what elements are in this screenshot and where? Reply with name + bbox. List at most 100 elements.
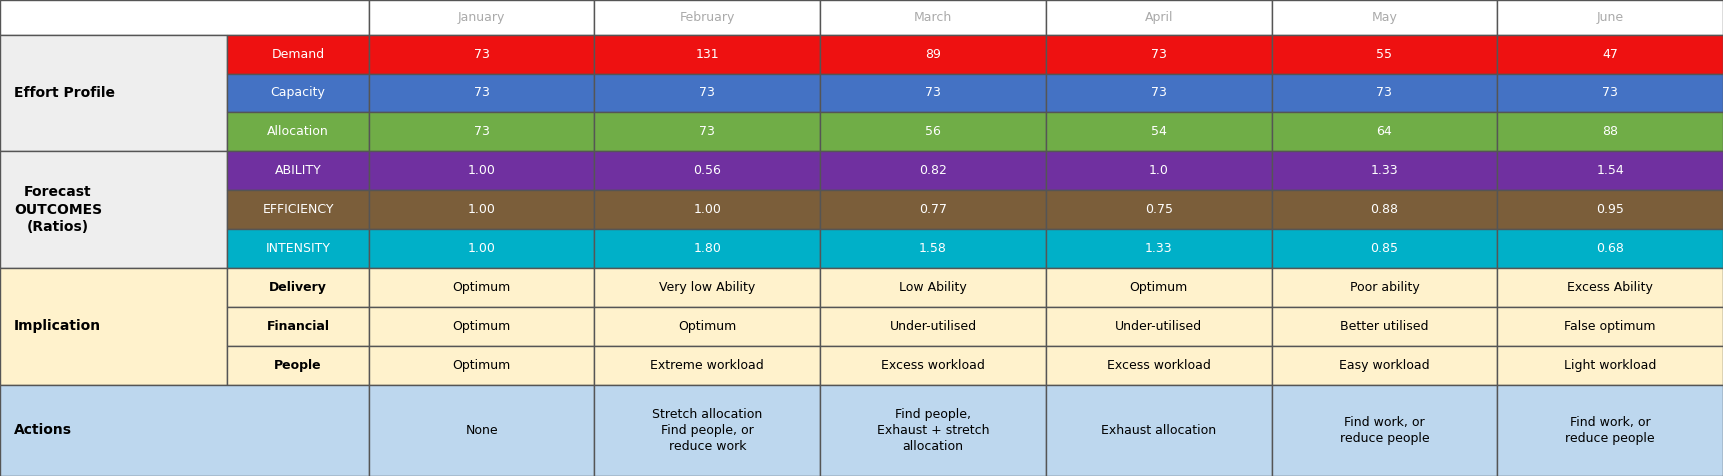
Text: 73: 73: [474, 87, 489, 99]
Bar: [1272, 346, 1497, 385]
Text: Find work, or
reduce people: Find work, or reduce people: [1339, 416, 1430, 445]
Bar: [227, 307, 369, 346]
Bar: [1272, 190, 1497, 229]
Text: Allocation: Allocation: [267, 125, 329, 139]
Text: Optimum: Optimum: [679, 320, 736, 333]
Bar: [369, 229, 594, 268]
Bar: [0, 268, 227, 385]
Text: Actions: Actions: [14, 423, 72, 437]
Text: ABILITY: ABILITY: [274, 164, 322, 177]
Bar: [369, 112, 594, 151]
Bar: [1272, 0, 1497, 35]
Text: April: April: [1144, 11, 1173, 24]
Bar: [820, 229, 1046, 268]
Text: 73: 73: [700, 125, 715, 139]
Bar: [820, 346, 1046, 385]
Bar: [1272, 307, 1497, 346]
Text: 73: 73: [1377, 87, 1392, 99]
Bar: [369, 151, 594, 190]
Text: 56: 56: [925, 125, 941, 139]
Bar: [1046, 307, 1272, 346]
Text: Exhaust allocation: Exhaust allocation: [1101, 424, 1216, 437]
Bar: [1046, 385, 1272, 476]
Bar: [1497, 190, 1723, 229]
Bar: [1046, 35, 1272, 74]
Text: Stretch allocation
Find people, or
reduce work: Stretch allocation Find people, or reduc…: [653, 408, 762, 453]
Bar: [1046, 190, 1272, 229]
Text: Easy workload: Easy workload: [1339, 358, 1430, 372]
Text: 73: 73: [1602, 87, 1618, 99]
Text: 73: 73: [1151, 48, 1166, 60]
Text: INTENSITY: INTENSITY: [265, 242, 331, 255]
Text: None: None: [465, 424, 498, 437]
Bar: [594, 385, 820, 476]
Bar: [1046, 151, 1272, 190]
Bar: [594, 0, 820, 35]
Text: Financial: Financial: [267, 320, 329, 333]
Bar: [369, 385, 594, 476]
Text: EFFICIENCY: EFFICIENCY: [262, 203, 334, 216]
Bar: [1497, 112, 1723, 151]
Text: 131: 131: [696, 48, 718, 60]
Bar: [1497, 229, 1723, 268]
Bar: [227, 268, 369, 307]
Bar: [227, 35, 369, 74]
Text: 0.85: 0.85: [1370, 242, 1399, 255]
Text: 1.00: 1.00: [693, 203, 722, 216]
Text: 0.77: 0.77: [918, 203, 948, 216]
Text: Delivery: Delivery: [269, 281, 327, 294]
Bar: [0, 0, 369, 35]
Text: 1.33: 1.33: [1370, 164, 1399, 177]
Bar: [1272, 112, 1497, 151]
Text: Implication: Implication: [14, 319, 102, 333]
Text: Excess workload: Excess workload: [880, 358, 986, 372]
Bar: [369, 190, 594, 229]
Bar: [1497, 268, 1723, 307]
Text: February: February: [679, 11, 736, 24]
Bar: [1272, 229, 1497, 268]
Bar: [1046, 346, 1272, 385]
Text: 0.75: 0.75: [1144, 203, 1173, 216]
Text: 0.56: 0.56: [693, 164, 722, 177]
Text: 1.80: 1.80: [693, 242, 722, 255]
Text: 0.82: 0.82: [918, 164, 948, 177]
Bar: [1497, 385, 1723, 476]
Bar: [594, 346, 820, 385]
Bar: [1046, 74, 1272, 112]
Text: False optimum: False optimum: [1564, 320, 1656, 333]
Bar: [369, 35, 594, 74]
Bar: [1497, 0, 1723, 35]
Bar: [1497, 74, 1723, 112]
Bar: [227, 151, 369, 190]
Text: Find people,
Exhaust + stretch
allocation: Find people, Exhaust + stretch allocatio…: [877, 408, 989, 453]
Bar: [594, 229, 820, 268]
Bar: [1497, 346, 1723, 385]
Text: Optimum: Optimum: [453, 320, 510, 333]
Text: 73: 73: [700, 87, 715, 99]
Text: Capacity: Capacity: [271, 87, 326, 99]
Bar: [1046, 229, 1272, 268]
Bar: [227, 190, 369, 229]
Bar: [820, 385, 1046, 476]
Text: March: March: [913, 11, 953, 24]
Text: 1.00: 1.00: [467, 242, 496, 255]
Text: 88: 88: [1602, 125, 1618, 139]
Text: 73: 73: [474, 48, 489, 60]
Bar: [1272, 74, 1497, 112]
Bar: [594, 151, 820, 190]
Text: Light workload: Light workload: [1564, 358, 1656, 372]
Bar: [1497, 307, 1723, 346]
Text: 0.88: 0.88: [1370, 203, 1399, 216]
Bar: [227, 229, 369, 268]
Bar: [227, 346, 369, 385]
Bar: [369, 268, 594, 307]
Text: May: May: [1372, 11, 1397, 24]
Bar: [594, 35, 820, 74]
Text: 0.95: 0.95: [1595, 203, 1625, 216]
Text: Effort Profile: Effort Profile: [14, 86, 115, 100]
Bar: [820, 112, 1046, 151]
Text: 1.58: 1.58: [918, 242, 948, 255]
Text: 73: 73: [925, 87, 941, 99]
Text: Optimum: Optimum: [1130, 281, 1187, 294]
Text: Very low Ability: Very low Ability: [660, 281, 755, 294]
